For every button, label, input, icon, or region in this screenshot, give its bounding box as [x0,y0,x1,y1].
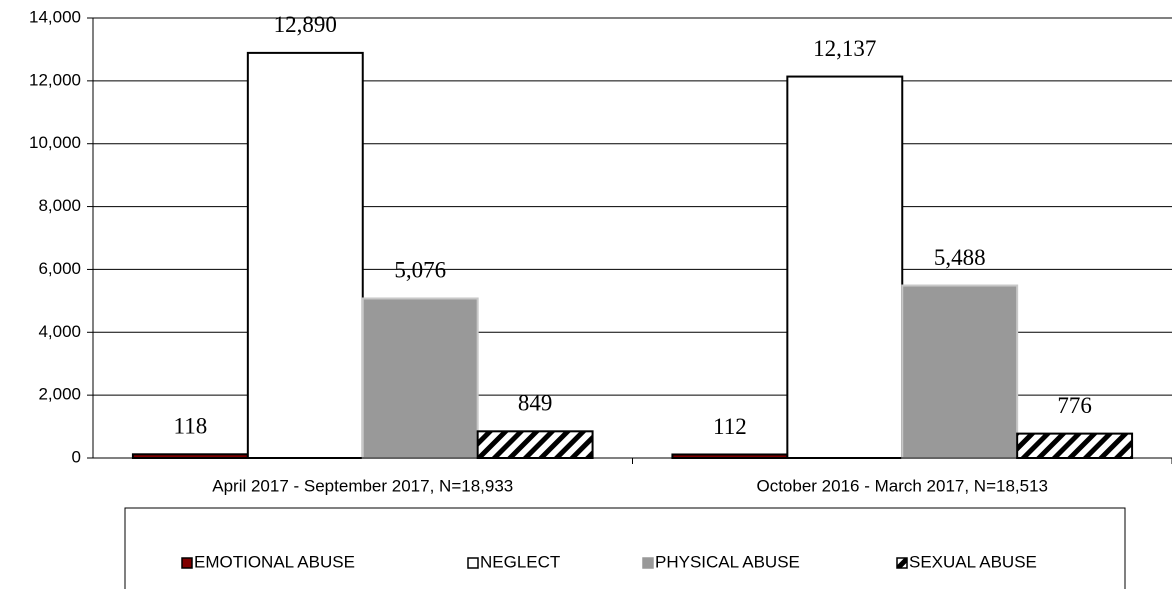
y-tick-label: 6,000 [38,259,81,278]
value-label: 118 [174,414,208,439]
y-tick-label: 12,000 [29,70,81,89]
legend-label: NEGLECT [480,552,560,571]
y-tick-label: 4,000 [38,322,81,341]
legend-swatch [181,557,193,569]
x-tick-label: October 2016 - March 2017, N=18,513 [756,476,1048,495]
legend-swatch [896,557,908,569]
bar [246,51,364,460]
value-label: 12,137 [813,36,876,61]
y-tick-label: 10,000 [29,133,81,152]
value-label: 112 [713,414,747,439]
x-tick-label: April 2017 - September 2017, N=18,933 [212,476,513,495]
bar [901,284,1019,459]
bar [1016,432,1134,459]
legend-box [124,507,1126,589]
y-tick-label: 14,000 [29,7,81,26]
legend-swatch [467,557,479,569]
legend-label: EMOTIONAL ABUSE [194,552,355,571]
bar [476,430,594,459]
bar [131,453,249,460]
bar [361,297,479,459]
y-tick-label: 8,000 [38,196,81,215]
y-tick-label: 2,000 [38,385,81,404]
bar [671,453,789,460]
value-label: 776 [1057,393,1092,418]
bar [786,75,904,460]
value-label: 12,890 [274,12,337,37]
y-tick-label: 0 [72,447,81,466]
legend-label: SEXUAL ABUSE [909,552,1037,571]
legend-label: PHYSICAL ABUSE [655,552,800,571]
legend-swatch [642,557,654,569]
value-label: 5,488 [934,245,986,270]
value-label: 849 [518,391,553,416]
value-label: 5,076 [394,258,446,283]
